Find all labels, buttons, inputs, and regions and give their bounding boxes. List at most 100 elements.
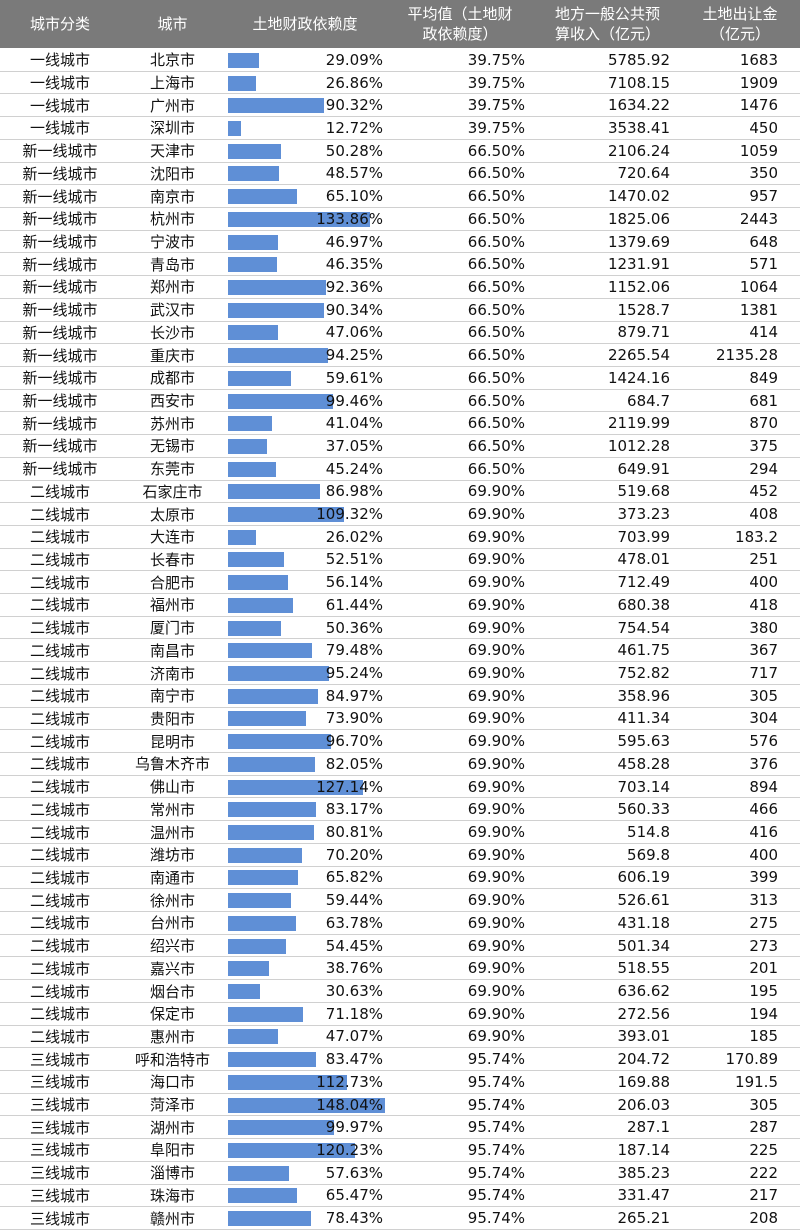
cell: 273 xyxy=(749,936,778,955)
data-bar xyxy=(228,666,329,682)
cell: 新一线城市 xyxy=(22,142,98,161)
cell: 518.55 xyxy=(617,959,671,978)
cell: 94.25% xyxy=(325,346,383,365)
data-bar xyxy=(228,98,324,114)
cell: 二线城市 xyxy=(29,982,90,1001)
cell: 95.74% xyxy=(467,1118,525,1137)
cell: 399 xyxy=(749,868,778,887)
cell: 69.90% xyxy=(467,505,525,524)
cell: 305 xyxy=(749,1095,778,1114)
table-row: 二线城市 厦门市 50.36% 69.90% 754.54 380 xyxy=(0,617,800,640)
cell: 69.90% xyxy=(467,686,525,705)
table-row: 新一线城市 沈阳市 48.57% 66.50% 720.64 350 xyxy=(0,163,800,186)
data-bar xyxy=(228,234,278,250)
data-bar xyxy=(228,1097,385,1113)
cell: 惠州市 xyxy=(149,1027,195,1046)
table-row: 二线城市 昆明市 96.70% 69.90% 595.63 576 xyxy=(0,730,800,754)
cell: 南宁市 xyxy=(149,687,195,706)
cell: 大连市 xyxy=(149,528,195,547)
cell: 长沙市 xyxy=(149,323,195,342)
cell: 201 xyxy=(749,959,778,978)
data-bar xyxy=(228,211,370,227)
cell: 二线城市 xyxy=(29,778,90,797)
data-bar xyxy=(228,552,284,568)
cell: 39.75% xyxy=(467,96,525,115)
cell: 二线城市 xyxy=(29,596,90,615)
table-row: 新一线城市 成都市 59.61% 66.50% 1424.16 849 xyxy=(0,367,800,390)
cell: 广州市 xyxy=(149,96,195,115)
cell: 400 xyxy=(749,845,778,864)
cell: 12.72% xyxy=(325,118,383,137)
cell: 849 xyxy=(749,368,778,387)
table-row: 三线城市 海口市 112.73% 95.74% 169.88 191.5 xyxy=(0,1071,800,1094)
cell: 187.14 xyxy=(617,1140,671,1159)
cell: 1424.16 xyxy=(607,368,670,387)
cell: 66.50% xyxy=(467,277,525,296)
cell: 新一线城市 xyxy=(22,278,98,297)
cell: 7108.15 xyxy=(607,73,670,92)
cell: 69.90% xyxy=(467,777,525,796)
cell: 新一线城市 xyxy=(22,255,98,274)
cell: 69.90% xyxy=(467,845,525,864)
cell: 606.19 xyxy=(617,868,671,887)
cell: 二线城市 xyxy=(29,732,90,751)
cell: 69.90% xyxy=(467,482,525,501)
cell: 南京市 xyxy=(149,187,195,206)
cell: 无锡市 xyxy=(149,437,195,456)
table-row: 新一线城市 宁波市 46.97% 66.50% 1379.69 648 xyxy=(0,231,800,254)
cell: 二线城市 xyxy=(29,891,90,910)
cell: 新一线城市 xyxy=(22,369,98,388)
cell: 乌鲁木齐市 xyxy=(134,755,210,774)
cell: 576 xyxy=(749,732,778,751)
table-row: 二线城市 潍坊市 70.20% 69.90% 569.8 400 xyxy=(0,844,800,867)
cell: 879.71 xyxy=(617,323,671,342)
cell: 206.03 xyxy=(617,1095,671,1114)
cell: 66.50% xyxy=(467,255,525,274)
cell: 204.72 xyxy=(617,1050,671,1069)
cell: 二线城市 xyxy=(29,664,90,683)
data-bar xyxy=(228,711,307,727)
cell: 717 xyxy=(749,664,778,683)
table-row: 二线城市 佛山市 127.14% 69.90% 703.14 894 xyxy=(0,776,800,799)
cell: 石家庄市 xyxy=(142,482,203,501)
cell: 69.90% xyxy=(467,1004,525,1023)
cell: 合肥市 xyxy=(149,573,195,592)
cell: 新一线城市 xyxy=(22,164,98,183)
data-bar xyxy=(228,825,314,841)
cell: 二线城市 xyxy=(29,573,90,592)
cell: 新一线城市 xyxy=(22,187,98,206)
cell: 380 xyxy=(749,618,778,637)
header-text: （亿元） xyxy=(709,25,770,43)
data-bar xyxy=(228,484,321,500)
cell: 526.61 xyxy=(617,891,671,910)
cell: 29.09% xyxy=(325,50,383,69)
data-bar xyxy=(228,984,261,1000)
data-bar xyxy=(228,915,296,931)
cell: 501.34 xyxy=(617,936,671,955)
cell: 69.90% xyxy=(467,664,525,683)
cell: 二线城市 xyxy=(29,482,90,501)
cell: 703.99 xyxy=(617,527,671,546)
cell: 69.90% xyxy=(467,913,525,932)
cell: 贵阳市 xyxy=(149,709,195,728)
cell: 52.51% xyxy=(325,550,383,569)
cell: 65.10% xyxy=(325,187,383,206)
data-bar xyxy=(228,1006,304,1022)
cell: 69.90% xyxy=(467,936,525,955)
cell: 69.90% xyxy=(467,754,525,773)
data-bar xyxy=(228,438,268,454)
cell: 514.8 xyxy=(627,823,670,842)
table-row: 三线城市 赣州市 78.43% 95.74% 265.21 208 xyxy=(0,1207,800,1230)
table-row: 二线城市 惠州市 47.07% 69.90% 393.01 185 xyxy=(0,1026,800,1049)
cell: 61.44% xyxy=(325,595,383,614)
cell: 560.33 xyxy=(617,800,671,819)
cell: 752.82 xyxy=(617,664,671,683)
cell: 重庆市 xyxy=(149,346,195,365)
header-cell: 土地出让金 （亿元） xyxy=(680,0,800,48)
cell: 东莞市 xyxy=(149,460,195,479)
cell: 二线城市 xyxy=(29,937,90,956)
cell: 二线城市 xyxy=(29,846,90,865)
cell: 1059 xyxy=(739,141,778,160)
cell: 保定市 xyxy=(149,1005,195,1024)
